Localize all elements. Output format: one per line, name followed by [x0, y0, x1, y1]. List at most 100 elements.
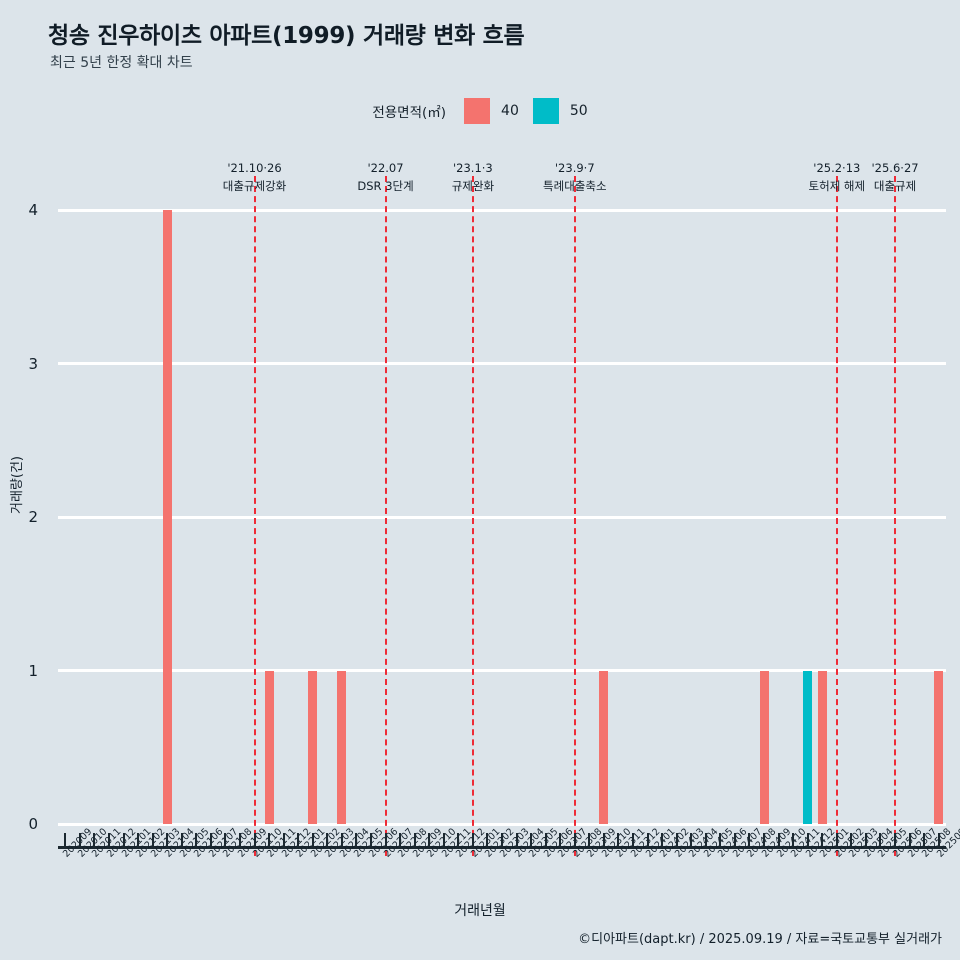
x-tick-mark — [180, 833, 183, 847]
x-tick-mark — [559, 833, 562, 847]
event-annotation-202301: '23.1·3 규제완화 — [452, 160, 494, 196]
x-tick-mark — [326, 833, 329, 847]
bar[interactable] — [803, 670, 813, 824]
x-tick-mark — [530, 833, 533, 847]
bar[interactable] — [817, 670, 827, 824]
chart-title: 청송 진우하이츠 아파트(1999) 거래량 변화 흐름 — [48, 23, 525, 49]
x-tick-mark — [879, 833, 882, 847]
grid-line — [58, 362, 946, 365]
x-tick-mark — [209, 833, 212, 847]
x-tick-mark — [573, 833, 576, 847]
y-tick-label: 4 — [28, 201, 38, 219]
event-annotation-202110: '21.10·26 대출규제강화 — [223, 160, 286, 196]
x-tick-mark — [282, 833, 285, 847]
event-date: '25.2·13 — [813, 161, 861, 175]
y-tick-label: 2 — [28, 508, 38, 526]
x-tick-mark — [195, 833, 198, 847]
x-tick-mark — [617, 833, 620, 847]
x-tick-mark — [355, 833, 358, 847]
bar-series-container — [58, 210, 946, 824]
x-tick-mark — [122, 833, 125, 847]
x-tick-mark — [428, 833, 431, 847]
bar[interactable] — [337, 670, 347, 824]
x-tick-mark — [704, 833, 707, 847]
legend-label-40: 40 — [501, 103, 519, 119]
x-tick-mark — [850, 833, 853, 847]
chart-subtitle: 최근 5년 한정 확대 차트 — [50, 55, 193, 71]
event-annotation-202502: '25.2·13 토허제 해제 — [809, 160, 866, 196]
x-tick-mark — [457, 833, 460, 847]
x-tick-mark — [690, 833, 693, 847]
bar[interactable] — [759, 670, 769, 824]
y-tick-label: 0 — [28, 815, 38, 833]
x-tick-mark — [311, 833, 314, 847]
event-date: '21.10·26 — [227, 161, 282, 175]
x-tick-mark — [501, 833, 503, 847]
x-tick-mark — [64, 833, 67, 847]
legend-swatch-40 — [464, 98, 491, 124]
x-tick-mark — [544, 833, 547, 847]
event-text: 대출규제 — [873, 178, 917, 193]
x-tick-mark — [340, 833, 343, 847]
x-tick-mark — [137, 833, 140, 847]
x-tick-mark — [632, 833, 635, 847]
legend-title: 전용면적(㎡) — [372, 105, 447, 121]
bar[interactable] — [308, 670, 318, 824]
x-tick-mark — [588, 833, 591, 847]
x-tick-mark — [486, 833, 489, 847]
event-line-202301 — [471, 176, 474, 856]
event-date: '22.07 — [367, 161, 404, 175]
bar[interactable] — [264, 670, 274, 824]
grid-line — [58, 669, 946, 672]
x-tick-mark — [748, 833, 751, 847]
x-tick-mark — [268, 833, 271, 847]
x-tick-mark — [442, 833, 445, 847]
event-text: 특례대출축소 — [543, 178, 607, 193]
legend: 전용면적(㎡) 40 50 — [0, 98, 960, 124]
grid-line — [58, 822, 946, 826]
x-tick-mark — [384, 833, 387, 847]
x-tick-mark — [719, 833, 722, 847]
y-axis-title: 거래량(건) — [10, 456, 25, 514]
legend-item-40[interactable]: 40 — [464, 98, 519, 124]
x-tick-mark — [297, 833, 300, 847]
x-tick-mark — [675, 833, 678, 847]
x-tick-mark — [602, 833, 605, 847]
event-date: '23.1·3 — [452, 161, 493, 175]
x-tick-mark — [224, 833, 227, 847]
x-tick-mark — [821, 833, 824, 847]
footer-credit: ©디아파트(dapt.kr) / 2025.09.19 / 자료=국토교통부 실… — [578, 932, 942, 947]
bar[interactable] — [934, 670, 944, 824]
x-tick-mark — [515, 833, 518, 847]
x-tick-mark — [733, 833, 736, 847]
event-text: 토허제 해제 — [808, 178, 866, 193]
legend-swatch-50 — [532, 98, 559, 124]
x-tick-mark — [253, 833, 256, 847]
legend-item-50[interactable]: 50 — [532, 98, 588, 124]
event-text: 규제완화 — [451, 178, 495, 193]
y-tick-label: 1 — [28, 661, 38, 680]
event-line-202207 — [384, 176, 387, 856]
event-date: '23.9·7 — [554, 161, 595, 175]
bar[interactable] — [162, 210, 172, 824]
x-tick-mark — [471, 833, 474, 847]
event-line-202308 — [573, 176, 576, 856]
x-axis-title: 거래년월 — [454, 903, 506, 919]
legend-label-50: 50 — [569, 103, 588, 119]
x-tick-mark — [238, 833, 241, 847]
x-tick-mark — [763, 833, 766, 847]
x-tick-mark — [835, 833, 838, 847]
x-tick-mark — [399, 833, 402, 847]
event-annotation-202207: '22.07 DSR 3단계 — [357, 160, 413, 196]
x-tick-mark — [107, 833, 110, 847]
event-line-202502 — [835, 176, 838, 856]
grid-line — [58, 208, 946, 212]
x-tick-mark — [646, 833, 649, 847]
x-tick-mark — [923, 833, 926, 847]
bar[interactable] — [599, 670, 609, 824]
x-tick-mark — [93, 833, 96, 847]
grid-line — [58, 515, 946, 519]
x-tick-mark — [166, 833, 169, 847]
plot-area — [58, 208, 946, 826]
x-tick-mark — [864, 833, 867, 847]
